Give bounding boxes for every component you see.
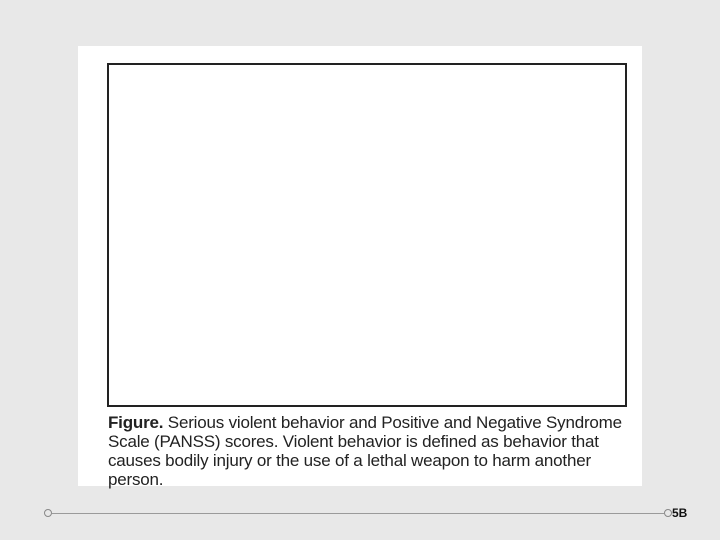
caption-text: Serious violent behavior and Positive an… (108, 413, 622, 489)
figure-frame (107, 63, 627, 407)
footer-dot-left (44, 509, 52, 517)
slide-number: 5B (672, 506, 688, 520)
footer-dot-right (664, 509, 672, 517)
figure-caption: Figure. Serious violent behavior and Pos… (108, 413, 628, 489)
footer-line-left (52, 513, 664, 514)
caption-lead: Figure. (108, 413, 164, 432)
